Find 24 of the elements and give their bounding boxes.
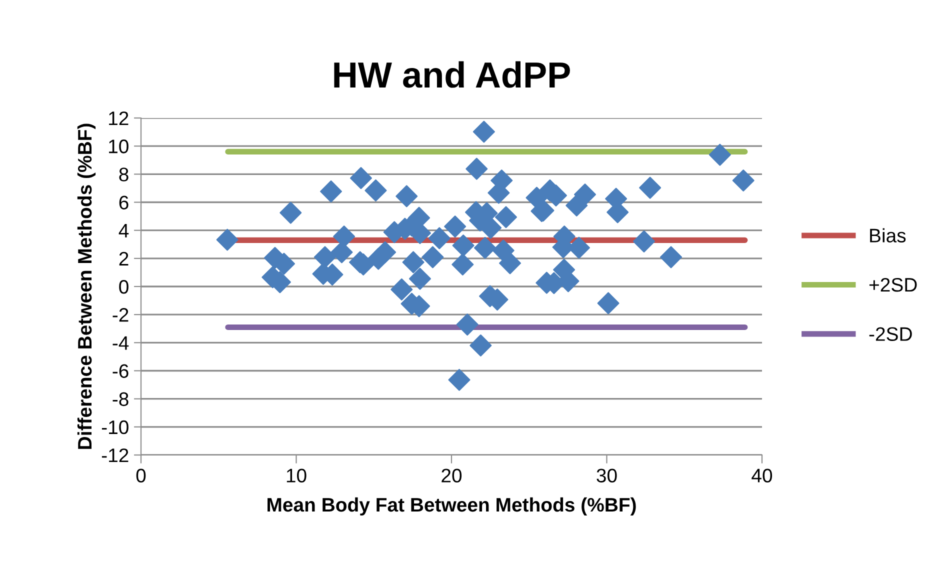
x-tick-label: 20 xyxy=(442,468,462,482)
legend-label: -2SD xyxy=(869,327,912,341)
y-axis-title: Difference Between Methods (%BF) xyxy=(77,124,96,449)
y-tick-label: -2 xyxy=(112,308,128,322)
legend-label: Bias xyxy=(870,228,906,242)
legend-label: +2SD xyxy=(869,278,917,292)
y-tick-label: 8 xyxy=(119,168,128,182)
y-tick-label: -10 xyxy=(102,420,128,434)
x-tick-label: 40 xyxy=(752,468,772,482)
chart-title: HW and AdPP xyxy=(334,61,570,88)
x-tick-label: 0 xyxy=(136,468,146,482)
y-tick-label: 2 xyxy=(119,252,128,266)
y-tick-label: 4 xyxy=(118,224,129,238)
y-tick-label: 10 xyxy=(109,140,128,154)
y-tick-label: 12 xyxy=(109,111,128,126)
y-tick-label: 0 xyxy=(119,280,128,294)
y-tick-label: -6 xyxy=(112,364,128,378)
x-tick-label: 30 xyxy=(596,468,617,482)
y-tick-label: -4 xyxy=(112,336,129,350)
y-tick-label: 6 xyxy=(119,196,128,210)
x-axis-title: Mean Body Fat Between Methods (%BF) xyxy=(268,497,636,516)
y-tick-label: -8 xyxy=(112,392,128,406)
y-tick-label: -12 xyxy=(102,448,128,462)
x-tick-label: 10 xyxy=(286,468,306,482)
